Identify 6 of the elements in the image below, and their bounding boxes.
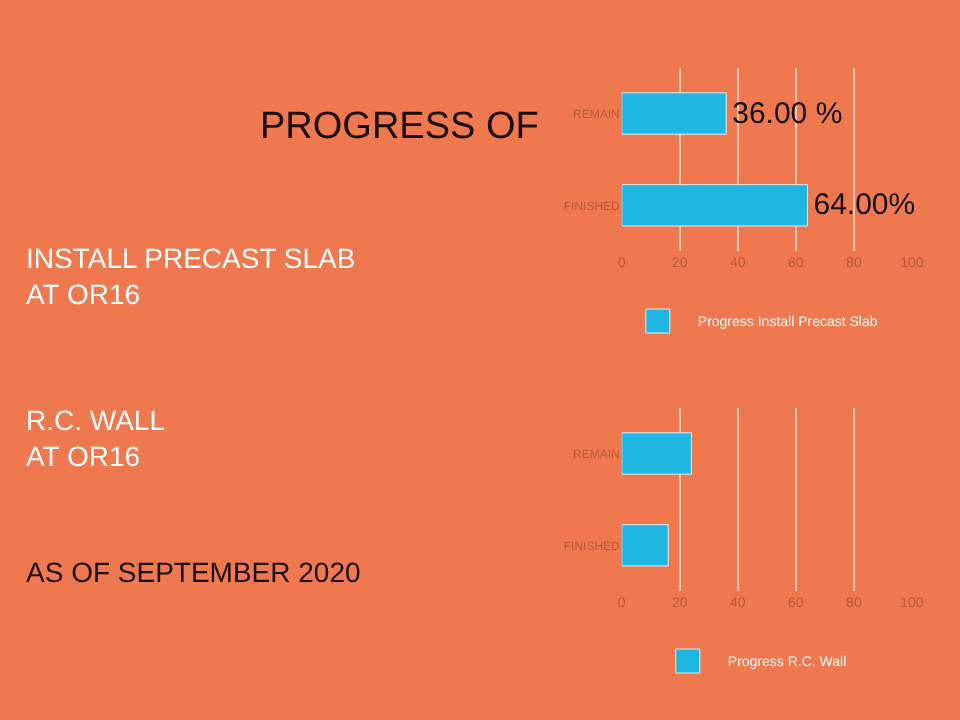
data-label: 64.00% bbox=[813, 188, 916, 223]
text: PROGRESS OF bbox=[260, 106, 539, 148]
text: AS OF SEPTEMBER 2020 bbox=[26, 556, 361, 588]
text: R.C. WALL AT OR16 bbox=[26, 404, 166, 473]
data-label: 36.00 % bbox=[732, 96, 843, 131]
text: INSTALL PRECAST SLAB AT OR16 bbox=[26, 242, 356, 311]
